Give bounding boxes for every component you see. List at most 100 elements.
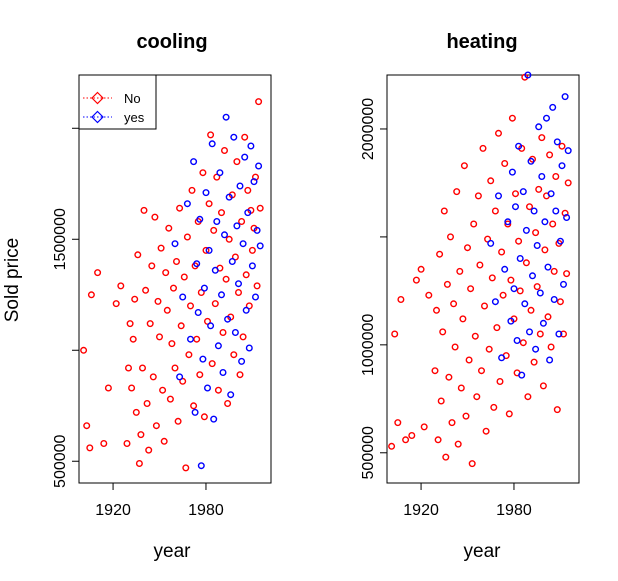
heating-yes-point-40: [560, 280, 568, 288]
cooling-yes-point-15: [205, 246, 213, 254]
heating-yes-point-32: [547, 190, 555, 198]
legend: No yes: [78, 74, 157, 130]
cooling-no-point-29: [154, 297, 162, 305]
cooling-no-point-82: [236, 371, 244, 379]
heating-no-point-48: [490, 403, 498, 411]
cooling-no-point-66: [211, 300, 219, 308]
cooling-no-point-35: [163, 306, 171, 314]
cooling-no-point-85: [241, 133, 249, 141]
heating-no-point-13: [436, 250, 444, 258]
heating-no-point-70: [524, 393, 532, 401]
heating-no-point-76: [533, 283, 541, 291]
cooling-no-point-68: [214, 386, 222, 394]
cooling-yes-point-27: [224, 315, 232, 323]
cooling-no-point-28: [152, 422, 160, 430]
cooling-no-point-87: [244, 186, 252, 194]
cooling-no-point-81: [234, 289, 242, 297]
heating-no-point-60: [508, 114, 516, 122]
cooling-no-point-26: [149, 373, 157, 381]
heating-no-point-95: [563, 270, 571, 278]
cooling-yes-point-21: [214, 342, 222, 350]
heating-yes-point-6: [507, 317, 515, 325]
heating-no-point-59: [507, 276, 515, 284]
heating-no-point-5: [408, 432, 416, 440]
heating-yes-point-29: [543, 114, 551, 122]
heating-no-point-26: [456, 267, 464, 275]
cooling-no-point-43: [176, 204, 184, 212]
heating-yes-point-36: [553, 138, 561, 146]
heating-no-point-22: [450, 300, 458, 308]
heating-yes-point-20: [529, 272, 537, 280]
cooling-yes-point-32: [231, 329, 239, 337]
heating-yes-point-5: [504, 218, 512, 226]
legend-box: [78, 74, 157, 130]
heating-plot-frame: [386, 74, 580, 484]
cooling-yes-point-20: [213, 217, 221, 225]
cooling-no-point-22: [143, 400, 151, 408]
cooling-points: [80, 98, 264, 472]
heating-yes-point-30: [544, 263, 552, 271]
heating-no-point-87: [550, 267, 558, 275]
heating-no-point-33: [467, 285, 475, 293]
cooling-no-point-25: [148, 262, 156, 270]
heating-no-point-25: [454, 440, 462, 448]
cooling-no-point-51: [188, 186, 196, 194]
cooling-no-point-9: [123, 440, 131, 448]
heating-no-point-41: [479, 144, 487, 152]
cooling-no-point-44: [177, 322, 185, 330]
heating-no-point-34: [468, 460, 476, 468]
heating-yes-point-25: [536, 289, 544, 297]
heating-no-point-3: [397, 296, 405, 304]
heating-no-point-18: [443, 280, 451, 288]
cooling-yes-point-11: [199, 355, 207, 363]
cooling-no-point-42: [174, 417, 182, 425]
heating-no-point-36: [471, 332, 479, 340]
heating-no-point-31: [464, 244, 472, 252]
cooling-no-point-21: [142, 286, 150, 294]
heating-no-point-20: [447, 233, 455, 241]
cooling-yes-point-26: [222, 113, 230, 121]
heating-no-point-30: [462, 412, 470, 420]
cooling-yes-point-47: [255, 162, 263, 170]
cooling-no-point-60: [202, 246, 210, 254]
cooling-no-point-50: [186, 302, 194, 310]
cooling-no-point-11: [126, 320, 134, 328]
cooling-no-point-4: [94, 269, 102, 277]
cooling-no-point-54: [193, 335, 201, 343]
cooling-yes-point-28: [225, 193, 233, 201]
cooling-yes-point-0: [171, 240, 179, 248]
cooling-no-point-6: [104, 384, 112, 392]
cooling-yes-point-33: [233, 222, 241, 230]
heating-no-point-55: [501, 159, 509, 167]
cooling-no-point-8: [117, 282, 125, 290]
cooling-yes-point-46: [253, 226, 261, 234]
heating-no-point-32: [465, 356, 473, 364]
heating-no-point-28: [459, 315, 467, 323]
cooling-yes-point-39: [242, 306, 250, 314]
cooling-yes-point-36: [238, 357, 246, 365]
cooling-no-point-56: [196, 371, 204, 379]
heating-yes-point-35: [552, 207, 560, 215]
cooling-yes-point-43: [248, 262, 256, 270]
cooling-yes-point-40: [244, 209, 252, 217]
heating-no-point-4: [402, 436, 410, 444]
heating-no-point-84: [546, 151, 554, 159]
heating-no-point-16: [440, 207, 448, 215]
cooling-no-point-73: [222, 275, 230, 283]
heating-no-point-80: [539, 382, 547, 390]
heating-panel: heating 1920 1980 500000 1000000 2000000 ye…: [360, 31, 580, 562]
cooling-no-point-52: [190, 402, 198, 410]
cooling-y-axis: 500000 1500000: [52, 127, 79, 488]
cooling-no-point-46: [180, 273, 188, 281]
heating-yes-point-19: [527, 157, 535, 165]
cooling-no-point-72: [220, 146, 228, 154]
heating-no-point-96: [564, 179, 572, 187]
heating-no-point-62: [512, 190, 520, 198]
cooling-no-point-93: [253, 282, 261, 290]
heating-yes-point-42: [563, 213, 571, 221]
heating-no-point-77: [535, 185, 543, 193]
cooling-no-point-18: [137, 431, 145, 439]
cooling-no-point-14: [131, 295, 139, 303]
heating-no-point-1: [391, 330, 399, 338]
heating-no-point-2: [394, 419, 402, 427]
